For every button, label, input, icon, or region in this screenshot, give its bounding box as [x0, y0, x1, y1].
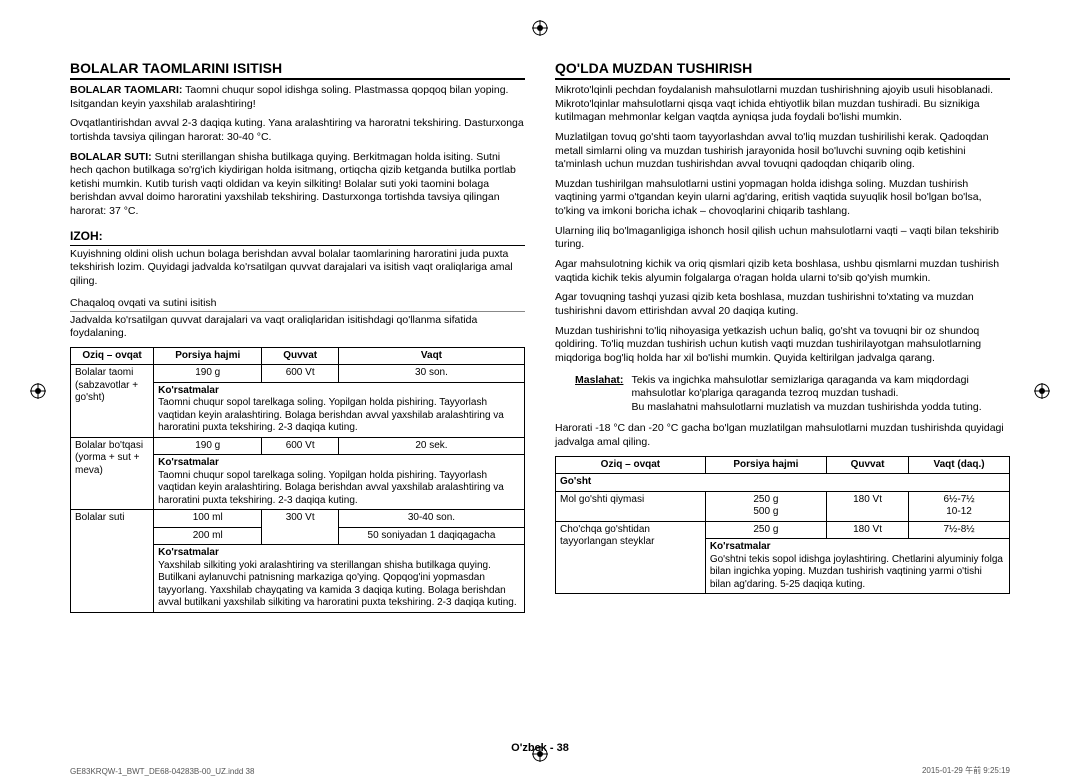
cell-instructions: Ko'rsatmalar Go'shtni tekis sopol idishg…: [705, 539, 1009, 594]
tip-body: Tekis va ingichka mahsulotlar semizlarig…: [631, 374, 1010, 415]
th-portion: Porsiya hajmi: [154, 347, 262, 365]
instr-label: Ko'rsatmalar: [158, 547, 520, 560]
table-row: Bolalar bo'tqasi (yorma + sut + meva) 19…: [71, 437, 525, 455]
left-p2: Ovqatlantirishdan avval 2-3 daqiqa kutin…: [70, 117, 525, 144]
right-p2: Muzlatilgan tovuq go'shti taom tayyorlas…: [555, 131, 1010, 172]
th-portion: Porsiya hajmi: [705, 456, 826, 474]
table-row: Cho'chqa go'shtidan tayyorlangan steykla…: [556, 521, 1010, 539]
cell-instructions: Ko'rsatmalar Yaxshilab silkiting yoki ar…: [154, 545, 525, 613]
table-row: Go'sht: [556, 474, 1010, 492]
cell-portion: 190 g: [154, 437, 262, 455]
section-header: Go'sht: [556, 474, 1010, 492]
cell-portion: 250 g: [705, 521, 826, 539]
th-time: Vaqt (daq.): [909, 456, 1010, 474]
cell-food: Bolalar bo'tqasi (yorma + sut + meva): [71, 437, 154, 510]
left-p3: BOLALAR SUTI: Sutni sterillangan shisha …: [70, 151, 525, 219]
cell-power: 300 Vt: [262, 510, 339, 545]
cell-instructions: Ko'rsatmalar Taomni chuqur sopol tarelka…: [154, 382, 525, 437]
registration-mark-icon: [1034, 383, 1050, 399]
footer-filename: GE83KRQW-1_BWT_DE68-04283B-00_UZ.indd 38: [70, 767, 254, 776]
cell-power: 600 Vt: [262, 437, 339, 455]
right-table: Oziq – ovqat Porsiya hajmi Quvvat Vaqt (…: [555, 456, 1010, 595]
note-heading: IZOH:: [70, 229, 525, 246]
table-header-row: Oziq – ovqat Porsiya hajmi Quvvat Vaqt: [71, 347, 525, 365]
registration-mark-icon: [532, 746, 548, 762]
th-power: Quvvat: [826, 456, 908, 474]
cell-food: Bolalar taomi (sabzavotlar + go'sht): [71, 365, 154, 438]
instr-text: Taomni chuqur sopol tarelkaga soling. Yo…: [158, 470, 520, 508]
instr-text: Yaxshilab silkiting yoki aralashtiring v…: [158, 560, 520, 610]
footer-timestamp: 2015-01-29 午前 9:25:19: [922, 765, 1010, 776]
left-p3-lead: BOLALAR SUTI:: [70, 151, 152, 163]
registration-mark-icon: [532, 20, 548, 36]
right-p8: Harorati -18 °C dan -20 °C gacha bo'lgan…: [555, 422, 1010, 449]
cell-portion: 200 ml: [154, 527, 262, 545]
th-food: Oziq – ovqat: [556, 456, 706, 474]
left-heading: BOLALAR TAOMLARINI ISITISH: [70, 60, 525, 80]
right-p4: Ularning iliq bo'lmaganligiga ishonch ho…: [555, 225, 1010, 252]
cell-time: 6½-7½ 10-12: [909, 491, 1010, 521]
right-heading: QO'LDA MUZDAN TUSHIRISH: [555, 60, 1010, 80]
sub-desc: Jadvalda ko'rsatilgan quvvat darajalari …: [70, 314, 525, 341]
table-row: Mol go'shti qiymasi 250 g 500 g 180 Vt 6…: [556, 491, 1010, 521]
registration-mark-icon: [30, 383, 46, 399]
cell-portion: 100 ml: [154, 510, 262, 528]
instr-text: Taomni chuqur sopol tarelkaga soling. Yo…: [158, 397, 520, 435]
left-column: BOLALAR TAOMLARINI ISITISH BOLALAR TAOML…: [70, 60, 525, 613]
cell-portion: 190 g: [154, 365, 262, 383]
cell-food: Cho'chqa go'shtidan tayyorlangan steykla…: [556, 521, 706, 594]
right-p7: Muzdan tushirishni to'liq nihoyasiga yet…: [555, 325, 1010, 366]
table-row: Bolalar taomi (sabzavotlar + go'sht) 190…: [71, 365, 525, 383]
right-p3: Muzdan tushirilgan mahsulotlarni ustini …: [555, 178, 1010, 219]
right-p6: Agar tovuqning tashqi yuzasi qizib keta …: [555, 291, 1010, 318]
cell-time: 30 son.: [338, 365, 524, 383]
instr-label: Ko'rsatmalar: [158, 385, 520, 398]
instr-label: Ko'rsatmalar: [710, 541, 1005, 554]
table-header-row: Oziq – ovqat Porsiya hajmi Quvvat Vaqt (…: [556, 456, 1010, 474]
left-p1: BOLALAR TAOMLARI: Taomni chuqur sopol id…: [70, 84, 525, 111]
instr-text: Go'shtni tekis sopol idishga joylashtiri…: [710, 554, 1005, 592]
right-p1: Mikroto'lqinli pechdan foydalanish mahsu…: [555, 84, 1010, 125]
left-table: Oziq – ovqat Porsiya hajmi Quvvat Vaqt B…: [70, 347, 525, 613]
table-row: Bolalar suti 100 ml 300 Vt 30-40 son.: [71, 510, 525, 528]
sub-heading: Chaqaloq ovqati va sutini isitish: [70, 297, 525, 312]
cell-power: 600 Vt: [262, 365, 339, 383]
tip-block: Maslahat: Tekis va ingichka mahsulotlar …: [575, 374, 1010, 415]
cell-time: 30-40 son.: [338, 510, 524, 528]
instr-label: Ko'rsatmalar: [158, 457, 520, 470]
cell-food: Mol go'shti qiymasi: [556, 491, 706, 521]
th-food: Oziq – ovqat: [71, 347, 154, 365]
note-body: Kuyishning oldini olish uchun bolaga ber…: [70, 248, 525, 289]
th-power: Quvvat: [262, 347, 339, 365]
th-time: Vaqt: [338, 347, 524, 365]
right-p5: Agar mahsulotning kichik va oriq qismlar…: [555, 258, 1010, 285]
left-p1-lead: BOLALAR TAOMLARI:: [70, 84, 182, 96]
cell-power: 180 Vt: [826, 521, 908, 539]
cell-power: 180 Vt: [826, 491, 908, 521]
cell-food: Bolalar suti: [71, 510, 154, 613]
cell-instructions: Ko'rsatmalar Taomni chuqur sopol tarelka…: [154, 455, 525, 510]
cell-time: 20 sek.: [338, 437, 524, 455]
cell-portion: 250 g 500 g: [705, 491, 826, 521]
right-column: QO'LDA MUZDAN TUSHIRISH Mikroto'lqinli p…: [555, 60, 1010, 613]
cell-time: 7½-8½: [909, 521, 1010, 539]
cell-time: 50 soniyadan 1 daqiqagacha: [338, 527, 524, 545]
tip-label: Maslahat:: [575, 374, 623, 415]
